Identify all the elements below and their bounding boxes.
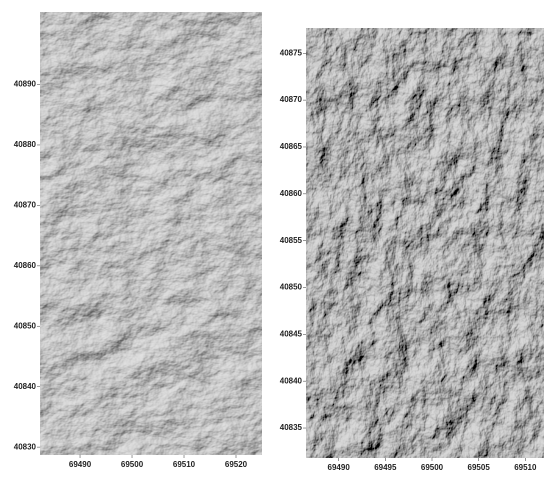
y-tick-label: 40870 xyxy=(14,201,37,210)
y-tick-label: 40845 xyxy=(280,329,303,338)
y-tick-label: 40865 xyxy=(280,142,303,151)
y-tick-label: 40840 xyxy=(14,382,37,391)
x-tick-label: 69510 xyxy=(514,463,537,472)
x-tick-label: 69490 xyxy=(69,460,92,469)
y-tick-label: 40835 xyxy=(280,423,303,432)
y-tick-label: 40855 xyxy=(280,236,303,245)
x-tick-label: 69510 xyxy=(173,460,196,469)
y-tick-label: 40860 xyxy=(280,189,303,198)
y-tick-label: 40875 xyxy=(280,48,303,57)
relief-map xyxy=(306,28,544,458)
y-tick-label: 40870 xyxy=(280,95,303,104)
y-tick-label: 40850 xyxy=(280,283,303,292)
y-tick-label: 40880 xyxy=(14,140,37,149)
figure: 40830 40840 40850 40860 40870 40880 40890 69490… xyxy=(0,0,544,477)
y-tick-label: 40830 xyxy=(14,442,37,451)
x-tick-label: 69495 xyxy=(374,463,397,472)
x-tick-label: 69500 xyxy=(121,460,144,469)
x-tick-label: 69520 xyxy=(225,460,248,469)
x-tick-label: 69490 xyxy=(328,463,351,472)
y-tick-label: 40860 xyxy=(14,261,37,270)
y-tick-label: 40890 xyxy=(14,80,37,89)
x-tick-label: 69505 xyxy=(468,463,491,472)
x-tick-label: 69500 xyxy=(421,463,444,472)
y-tick-label: 40850 xyxy=(14,321,37,330)
relief-map xyxy=(40,12,262,455)
y-tick-label: 40840 xyxy=(280,376,303,385)
